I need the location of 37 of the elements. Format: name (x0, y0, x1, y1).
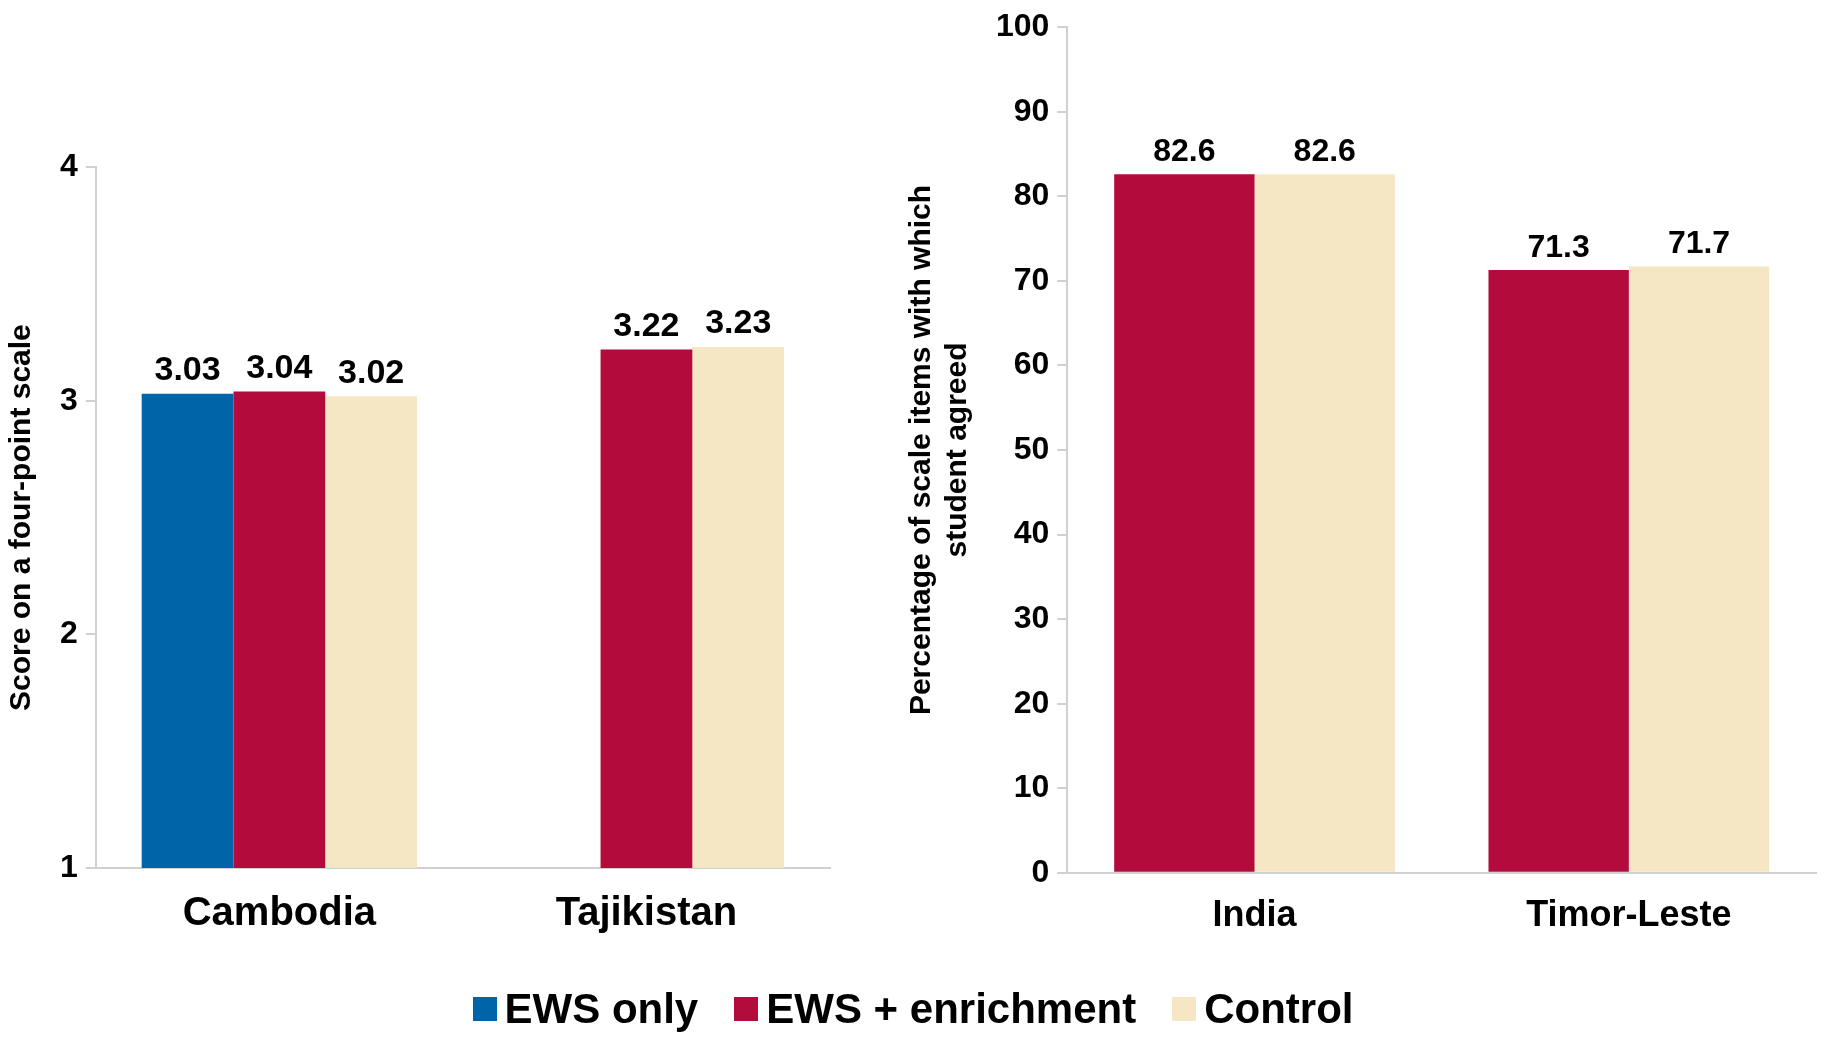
y-tick-label: 60 (1013, 345, 1050, 382)
y-tick-label: 4 (60, 147, 78, 184)
y-tick-label: 70 (1013, 260, 1050, 297)
bar (1254, 174, 1395, 872)
y-tick-label: 1 (60, 847, 78, 884)
x-tick-label: India (1212, 893, 1298, 935)
data-label: 3.02 (338, 351, 405, 390)
data-label: 71.3 (1527, 227, 1590, 264)
data-label: 82.6 (1293, 132, 1356, 169)
y-tick-label: 2 (60, 614, 78, 651)
y-tick-label: 20 (1013, 683, 1050, 720)
y-tick-label: 80 (1013, 176, 1050, 213)
y-tick-label: 10 (1013, 768, 1050, 805)
y-tick-label: 90 (1013, 91, 1050, 128)
data-label: 3.03 (154, 349, 221, 388)
y-tick-label: 40 (1013, 514, 1050, 551)
y-tick-label: 100 (996, 7, 1050, 44)
legend-label: EWS + enrichment (766, 985, 1137, 1033)
bar (1488, 269, 1629, 872)
x-tick-label: Timor-Leste (1526, 893, 1732, 935)
y-tick-label: 3 (60, 380, 78, 417)
y-tick-label: 0 (1031, 852, 1050, 889)
y-axis-title: Percentage of scale items with which student agreed (903, 184, 973, 716)
data-label: 3.04 (246, 346, 313, 385)
x-tick-label: Tajikistan (555, 889, 738, 934)
bar (1628, 266, 1770, 872)
data-label: 3.23 (705, 302, 772, 341)
y-axis-title: Score on a four-point scale (3, 324, 37, 711)
data-label: 71.7 (1667, 224, 1731, 261)
data-label: 82.6 (1153, 132, 1216, 169)
x-tick-label: Cambodia (182, 889, 377, 934)
y-tick-label: 30 (1013, 598, 1050, 635)
bar (1114, 174, 1255, 872)
legend-label: Control (1204, 985, 1354, 1033)
legend-label: EWS only (504, 985, 699, 1033)
y-tick-label: 50 (1013, 429, 1050, 466)
data-label: 3.22 (613, 304, 680, 343)
